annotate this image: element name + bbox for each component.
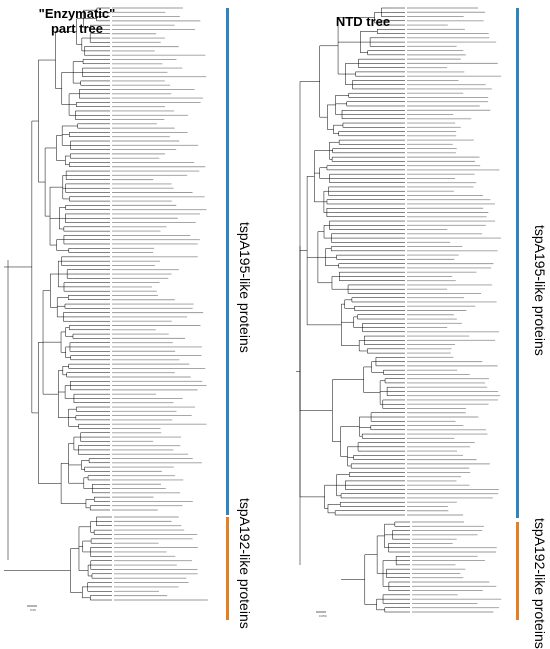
left-clade-label-tspa192: tspA192-like proteins xyxy=(237,498,253,629)
left-scale-label: 0.05 xyxy=(30,608,36,612)
phylogenetic-trees xyxy=(4,7,502,613)
left-title-line2: part tree xyxy=(50,21,104,36)
right-clade-label-tspa192: tspA192-like proteins xyxy=(532,518,548,649)
right-clade-label-tspa195: tspA195-like proteins xyxy=(532,225,548,356)
right-orange-clade-bar xyxy=(516,522,519,620)
right-scale-label: 0.050 xyxy=(319,614,327,618)
left-clade-label-tspa195: tspA195-like proteins xyxy=(237,222,253,353)
left-orange-clade-bar xyxy=(226,517,229,620)
left-title-line1: "Enzymatic" xyxy=(38,6,116,21)
left-panel-title: "Enzymatic" part tree xyxy=(12,6,142,36)
left-blue-clade-bar xyxy=(226,8,229,515)
right-blue-clade-bar xyxy=(516,8,519,518)
